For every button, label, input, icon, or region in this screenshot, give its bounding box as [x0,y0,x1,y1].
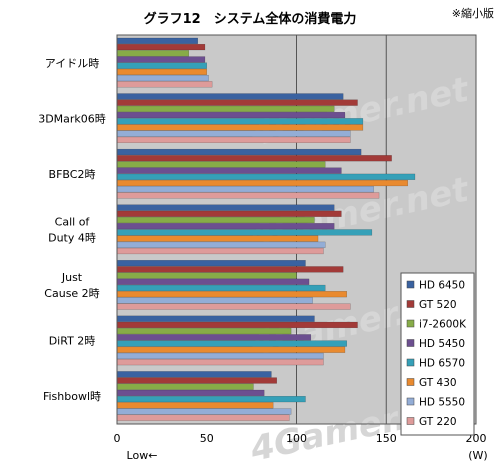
legend-label: HD 5450 [419,338,465,350]
legend-label: i7-2600K [419,319,467,331]
category-label: Just [61,271,83,284]
bar [116,105,335,112]
bar [116,179,408,187]
bar [116,266,344,273]
bar [116,136,351,143]
category-label: Fishbowl時 [43,390,101,403]
bar [116,173,416,180]
bar [116,340,347,347]
legend-swatch [406,319,415,328]
bar [116,396,306,403]
bar [116,303,351,310]
legend-box [400,272,475,436]
legend: HD 6450 GT 520 i7-2600K HD 5450 HD 6570 GT 43… [400,272,475,436]
bar [116,408,292,415]
chart-title: グラフ12 システム全体の消費電力 [144,11,357,27]
x-tick-label: 100 [286,432,307,445]
bar [116,192,380,199]
bars [116,37,416,421]
legend-label: GT 220 [419,416,457,428]
bar [116,148,362,156]
bar [116,315,315,322]
bar [116,68,207,75]
bar [116,278,310,285]
bar [116,334,312,341]
bar [116,321,358,329]
x-tick-label: 0 [114,432,121,445]
bar [116,74,209,82]
category-label: Duty 4時 [48,232,96,245]
category-label: BFBC2時 [49,168,96,181]
legend-label: HD 5550 [419,397,465,409]
category-labels: アイドル時 3DMark06時 BFBC2時 Call of Duty 4時 Just Ca… [38,57,106,403]
category-label: アイドル時 [45,57,99,70]
bar [116,389,265,397]
bar [116,111,346,119]
bar [116,37,198,44]
bar [116,346,346,353]
bar [116,186,374,193]
category-label: Call of [55,216,91,229]
plot-border [116,34,477,425]
bar [116,272,297,279]
bar [116,383,254,390]
bar [116,402,274,409]
legend-swatch [406,339,415,347]
bar [116,223,335,230]
bar [116,241,326,248]
bar [116,43,206,51]
bar [116,155,392,162]
x-axis-label-right: (W) [468,449,487,462]
bar [116,56,206,63]
category-label: Cause 2時 [44,287,99,300]
bar [116,371,272,378]
bar [116,93,344,100]
legend-label: HD 6450 [419,280,465,292]
bar [116,284,326,292]
bar [116,260,306,267]
bar [116,229,373,236]
bar [116,235,319,242]
bar [116,204,335,211]
bar [116,297,313,304]
bar [116,291,347,298]
bar [116,161,326,168]
x-axis-label-left: Low← [127,449,158,462]
bar [116,377,277,384]
bar [116,81,213,88]
legend-label: GT 430 [419,377,457,389]
category-label: DiRT 2時 [49,335,96,348]
bar [116,124,364,131]
legend-swatch [406,397,415,406]
bar [116,118,364,125]
legend-swatch [406,417,415,425]
bar [116,414,290,421]
bar [116,62,207,69]
bar [116,352,324,360]
bar [116,50,190,57]
bar [116,210,342,217]
bar [116,99,358,106]
bar [116,167,342,174]
legend-swatch [406,358,415,367]
legend-swatch [406,280,415,289]
category-label: 3DMark06時 [38,112,106,125]
bar [116,216,315,224]
bar [116,247,324,255]
bar [116,359,324,366]
x-tick-label: 50 [200,432,214,445]
legend-swatch [406,300,415,308]
x-tick-label: 150 [376,432,397,445]
x-tick-labels: 0 50 100 150 200 [114,432,487,445]
bar [116,130,351,137]
legend-label: GT 520 [419,299,457,311]
chart-note: ※縮小版 [452,6,494,20]
legend-label: HD 6570 [419,358,465,370]
legend-swatch [406,378,415,386]
bar [116,328,292,335]
